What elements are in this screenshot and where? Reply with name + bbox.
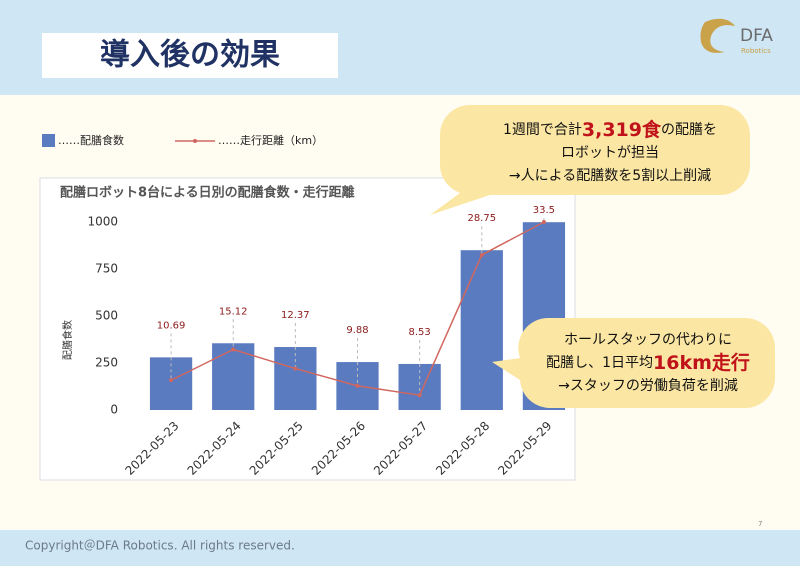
callout-text: ホールスタッフの代わりに [564,332,732,348]
legend-marker [193,139,197,143]
bar [274,347,317,410]
legend-swatch [42,134,55,147]
legend-label: ……配膳食数 [58,133,124,147]
data-label: 12.37 [281,310,310,321]
line-point [169,378,174,383]
callout-text: 1週間で合計3,319食の配膳を [503,118,717,141]
data-label: 9.88 [346,325,368,336]
legend-label: ……走行距離（km） [218,133,323,147]
callout-text: →スタッフの労働負荷を削減 [558,377,738,394]
title-box [42,33,338,78]
data-label: 8.53 [409,327,431,338]
line-point [293,366,298,371]
callout-bubble [430,105,750,215]
data-label: 10.69 [157,320,186,331]
y-tick-label: 0 [110,403,118,417]
bar [460,250,503,410]
line-point [417,393,422,398]
logo-subtext: Robotics [741,47,771,55]
logo-text: DFA [740,26,773,46]
callout-bubble [492,317,775,409]
callout-text: 配膳し、1日平均16km走行 [546,351,750,374]
data-label: 33.5 [533,205,555,216]
y-tick-label: 1000 [87,215,118,229]
y-axis-label: 配膳食数 [61,320,74,360]
line-point [355,383,360,388]
line-point [231,347,236,352]
line-point [541,220,546,224]
line-point [479,252,484,257]
y-tick-label: 250 [95,356,118,370]
page-number: 7 [758,520,762,528]
callout-text: →人による配膳数を5割以上削減 [509,167,711,184]
data-label: 15.12 [219,306,248,317]
y-tick-label: 500 [95,309,118,323]
chart-title: 配膳ロボット8台による日別の配膳食数・走行距離 [60,185,355,201]
y-tick-label: 750 [95,262,118,276]
data-label: 28.75 [467,213,496,224]
copyright: Copyright＠DFA Robotics. All rights reser… [25,539,295,553]
footer-band [0,530,800,566]
slide-title: 導入後の効果 [100,38,280,73]
logo-mark [700,18,735,53]
callout-text: ロボットが担当 [561,145,659,161]
